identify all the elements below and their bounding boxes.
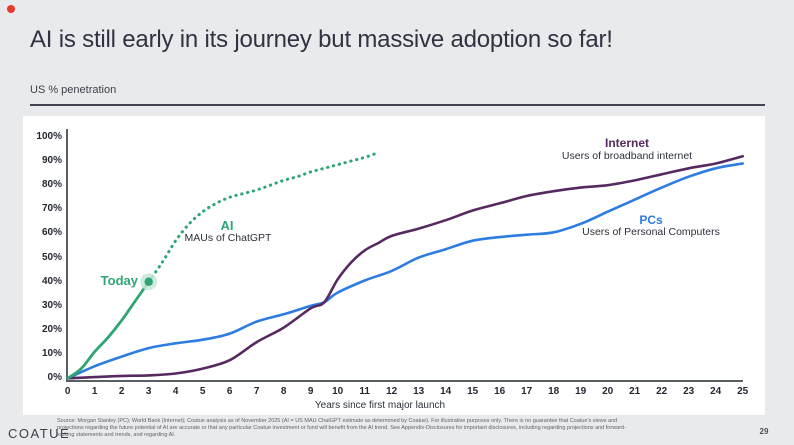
y-tick-label: 90% bbox=[41, 155, 62, 167]
x-axis-title: Years since first major launch bbox=[314, 400, 446, 411]
x-tick-label: 16 bbox=[494, 386, 506, 397]
x-tick-label: 7 bbox=[253, 386, 260, 397]
x-tick-label: 10 bbox=[332, 386, 344, 397]
x-tick-label: 21 bbox=[629, 386, 641, 397]
x-tick-label: 11 bbox=[359, 386, 370, 397]
x-tick-label: 22 bbox=[656, 386, 668, 397]
today-annotation-label: Today bbox=[100, 273, 138, 288]
x-tick-label: 25 bbox=[737, 386, 749, 397]
source-line-2: projections regarding the future potenti… bbox=[57, 425, 626, 431]
x-tick-label: 23 bbox=[683, 386, 695, 397]
today-marker-dot bbox=[144, 277, 153, 286]
record-indicator-dot bbox=[7, 5, 15, 13]
source-disclaimer: Source: Morgan Stanley (PC); World Bank … bbox=[57, 418, 757, 439]
x-tick-label: 15 bbox=[467, 386, 479, 397]
x-tick-label: 5 bbox=[199, 386, 206, 397]
source-line-1: Source: Morgan Stanley (PC); World Bank … bbox=[57, 418, 618, 424]
y-tick-label: 100% bbox=[36, 130, 62, 142]
ai-series-sublabel: MAUs of ChatGPT bbox=[184, 232, 272, 244]
ai-line-solid bbox=[66, 280, 151, 380]
x-tick-label: 0 bbox=[64, 386, 71, 397]
line-chart bbox=[66, 129, 744, 382]
x-tick-label: 14 bbox=[440, 386, 452, 397]
pcs-line bbox=[66, 162, 744, 380]
ai-line-dotted bbox=[147, 151, 380, 284]
x-tick-label: 9 bbox=[307, 386, 314, 397]
x-tick-label: 3 bbox=[145, 386, 152, 397]
y-tick-label: 30% bbox=[41, 299, 62, 311]
chart-units-label: US % penetration bbox=[30, 84, 117, 96]
internet-series-sublabel: Users of broadband internet bbox=[561, 150, 693, 162]
pcs-series-sublabel: Users of Personal Computers bbox=[582, 226, 720, 238]
y-tick-label: 10% bbox=[41, 348, 62, 360]
chart-card bbox=[23, 116, 765, 415]
x-tick-label: 24 bbox=[710, 386, 722, 397]
internet-line bbox=[66, 154, 744, 380]
x-tick-label: 19 bbox=[575, 386, 587, 397]
slide-title: AI is still early in its journey but mas… bbox=[30, 26, 613, 53]
page-number: 29 bbox=[759, 427, 769, 436]
ai-series-label: AI bbox=[220, 218, 234, 233]
y-tick-label: 70% bbox=[41, 203, 62, 215]
y-tick-label: 80% bbox=[41, 179, 62, 191]
y-tick-label: 40% bbox=[41, 275, 62, 287]
x-tick-label: 13 bbox=[413, 386, 425, 397]
x-tick-label: 4 bbox=[172, 386, 179, 397]
divider-rule bbox=[30, 104, 765, 106]
x-tick-label: 6 bbox=[226, 386, 233, 397]
internet-series-label: Internet bbox=[604, 136, 649, 150]
y-tick-label: 20% bbox=[41, 324, 62, 336]
pcs-series-label: PCs bbox=[639, 213, 663, 227]
x-tick-label: 18 bbox=[548, 386, 560, 397]
y-tick-label: 0% bbox=[47, 372, 62, 384]
x-tick-label: 12 bbox=[386, 386, 398, 397]
x-tick-label: 20 bbox=[602, 386, 614, 397]
x-tick-label: 17 bbox=[521, 386, 533, 397]
x-tick-label: 2 bbox=[118, 386, 125, 397]
x-tick-label: 8 bbox=[280, 386, 287, 397]
y-tick-label: 50% bbox=[41, 251, 62, 263]
y-tick-label: 60% bbox=[41, 227, 62, 239]
coatue-logo: COATUE bbox=[8, 426, 71, 441]
x-tick-label: 1 bbox=[91, 386, 98, 397]
source-line-3: looking statements and trends, and regar… bbox=[57, 432, 176, 438]
